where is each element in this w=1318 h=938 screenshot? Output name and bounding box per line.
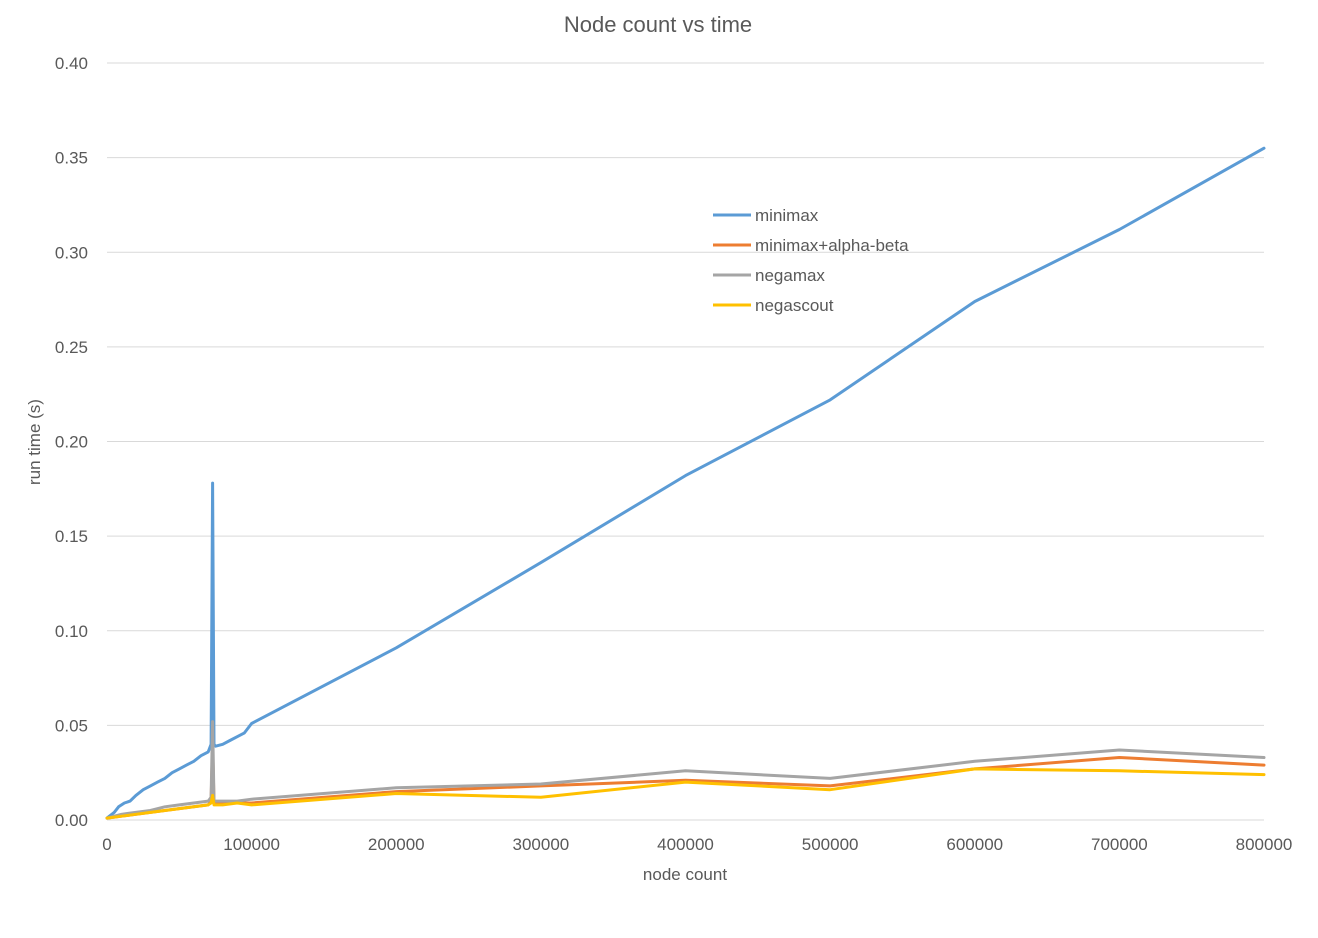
legend: minimax minimax+alpha-beta negamax negascou…: [713, 206, 909, 315]
legend-label: negascout: [755, 296, 834, 315]
x-tick-label: 600000: [946, 835, 1003, 854]
y-tick-label: 0.35: [55, 149, 88, 168]
x-tick-label: 300000: [513, 835, 570, 854]
y-tick-label: 0.15: [55, 527, 88, 546]
legend-label: negamax: [755, 266, 825, 285]
chart-title: Node count vs time: [564, 12, 752, 37]
y-tick-label: 0.05: [55, 716, 88, 735]
series-line-minimax: [105, 146, 1266, 820]
legend-label: minimax+alpha-beta: [755, 236, 909, 255]
y-tick-label: 0.10: [55, 622, 88, 641]
x-tick-label: 400000: [657, 835, 714, 854]
y-tick-label: 0.00: [55, 811, 88, 830]
x-tick-label: 200000: [368, 835, 425, 854]
y-tick-label: 0.40: [55, 54, 88, 73]
y-axis-ticks: 0.00 0.05 0.10 0.15 0.20 0.25 0.30 0.35 0.40: [55, 54, 88, 830]
legend-label: minimax: [755, 206, 819, 225]
y-tick-label: 0.30: [55, 243, 88, 262]
x-tick-label: 0: [102, 835, 111, 854]
series-lines: [105, 146, 1266, 820]
x-axis-ticks: 0 100000 200000 300000 400000 500000 600000 700…: [102, 835, 1292, 854]
y-tick-label: 0.25: [55, 338, 88, 357]
x-axis-title: node count: [643, 865, 727, 884]
x-tick-label: 800000: [1236, 835, 1293, 854]
y-tick-label: 0.20: [55, 433, 88, 452]
x-tick-label: 500000: [802, 835, 859, 854]
gridlines: [107, 62, 1264, 821]
x-tick-label: 700000: [1091, 835, 1148, 854]
series-line-negascout: [105, 767, 1266, 820]
y-axis-title: run time (s): [25, 399, 44, 485]
x-tick-label: 100000: [223, 835, 280, 854]
